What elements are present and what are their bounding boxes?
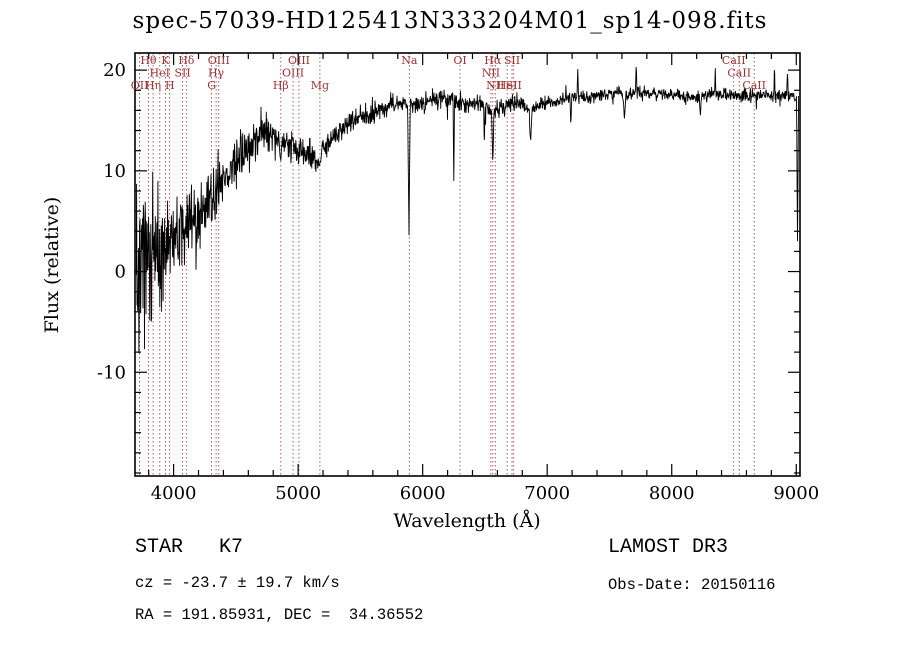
- y-tick-label: 10: [103, 161, 126, 182]
- spectral-line-label: HeI: [150, 67, 170, 80]
- x-tick-label: 8000: [649, 483, 695, 504]
- cz-velocity-text: cz = -23.7 ± 19.7 km/s: [135, 574, 340, 592]
- x-tick-label: 9000: [773, 483, 819, 504]
- spectral-line-label: OII: [131, 79, 149, 92]
- spectral-line-label: Hβ: [273, 79, 289, 92]
- spectral-line-label: OIII: [208, 54, 230, 67]
- survey-text: LAMOST DR3: [608, 536, 729, 559]
- spectral-line-label: Hη: [145, 79, 161, 92]
- y-axis-label: Flux (relative): [41, 196, 63, 334]
- spectral-line-label: Hγ: [208, 67, 225, 80]
- spectral-line-label: OIII: [282, 67, 304, 80]
- spectral-line-label: OI: [453, 54, 466, 67]
- plot-frame: [134, 52, 801, 477]
- x-tick-label: 6000: [400, 483, 446, 504]
- y-tick-label: -10: [97, 362, 126, 383]
- spectral-line-label: NII: [482, 67, 500, 80]
- ra-dec-text: RA = 191.85931, DEC = 34.36552: [135, 606, 424, 624]
- x-tick-label: 5000: [275, 483, 321, 504]
- spectral-line-label: NII: [486, 79, 504, 92]
- spectral-line-label: SII: [174, 67, 190, 80]
- y-tick-label: 20: [103, 60, 126, 81]
- x-tick-label: 4000: [151, 483, 197, 504]
- spectral-line-label: G: [207, 79, 216, 92]
- spectral-line-label: CaII: [742, 79, 766, 92]
- spectral-line-label: OIII: [288, 54, 310, 67]
- spectral-line-label: Na: [401, 54, 418, 67]
- spectral-line-label: SII: [506, 79, 522, 92]
- spectral-line-label: Hα: [484, 54, 502, 67]
- spectral-line-label: H: [165, 79, 175, 92]
- spectral-line-label: CaII: [722, 54, 746, 67]
- spectrum-trace: [135, 66, 800, 354]
- plot-title: spec-57039-HD125413N333204M01_sp14-098.f…: [132, 8, 768, 34]
- obs-date-text: Obs-Date: 20150116: [608, 576, 776, 594]
- spectral-line-label: Hθ: [140, 54, 157, 67]
- object-class-text: STAR K7: [135, 536, 244, 559]
- spectral-line-label: CaII: [727, 67, 751, 80]
- spectral-line-label: SII: [504, 54, 520, 67]
- spectral-line-label: K: [161, 54, 170, 67]
- x-tick-label: 7000: [524, 483, 570, 504]
- spectral-line-label: Hδ: [178, 54, 195, 67]
- y-tick-label: 0: [115, 262, 126, 283]
- spectral-line-label: HeI: [497, 79, 517, 92]
- x-axis-label: Wavelength (Å): [393, 510, 541, 532]
- spectral-line-label: Mg: [311, 79, 329, 92]
